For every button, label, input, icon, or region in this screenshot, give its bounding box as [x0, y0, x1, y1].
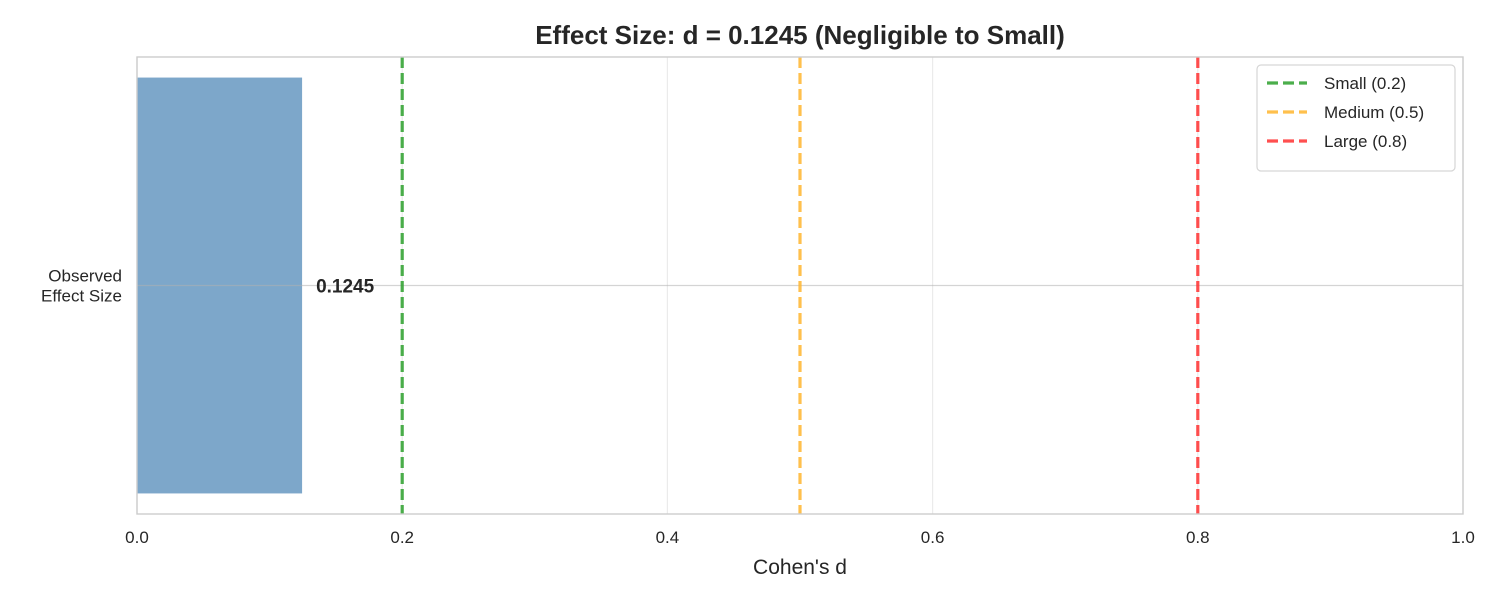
x-tick-label-3: 0.6 [921, 528, 945, 547]
y-tick-label-0: Observed Effect Size [41, 267, 122, 306]
plot-frame [136, 56, 1464, 515]
x-tick-label-5: 1.0 [1451, 528, 1475, 547]
plot-area: 0.1245 Observed Effect Size 0.0 0.2 0.4 0.6 0.8… [41, 56, 1475, 547]
x-axis-label: Cohen's d [753, 556, 847, 579]
x-tick-label-1: 0.2 [390, 528, 414, 547]
bar-value-label-0: 0.1245 [316, 277, 375, 298]
legend-label-0: Small (0.2) [1324, 74, 1406, 93]
chart-title: Effect Size: d = 0.1245 (Negligible to S… [535, 20, 1065, 50]
x-tick-label-4: 0.8 [1186, 528, 1210, 547]
legend-label-2: Large (0.8) [1324, 132, 1407, 151]
legend-label-1: Medium (0.5) [1324, 103, 1424, 122]
legend-box [1256, 64, 1456, 172]
x-tick-label-0: 0.0 [125, 528, 149, 547]
x-tick-label-2: 0.4 [656, 528, 680, 547]
